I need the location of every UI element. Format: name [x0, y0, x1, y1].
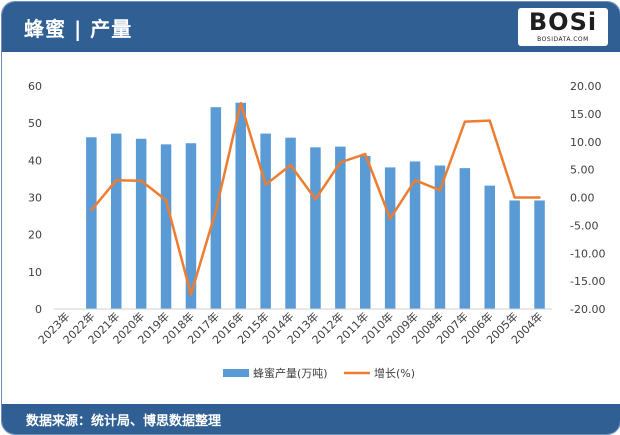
- header-bar: 蜂蜜 | 产量 BOSi BOSIDATA.COM: [2, 2, 620, 52]
- brand-logo: BOSi BOSIDATA.COM: [518, 8, 608, 46]
- bar: [534, 200, 545, 309]
- bar: [111, 133, 122, 309]
- logo-subtext: BOSIDATA.COM: [537, 36, 589, 43]
- y-right-tick-label: 5.00: [570, 164, 595, 177]
- legend-swatch-bar: [223, 369, 249, 377]
- y-left-tick-label: 50: [28, 117, 42, 130]
- growth-point: [488, 119, 491, 122]
- bar: [160, 144, 172, 309]
- y-right-tick-label: 0.00: [570, 192, 595, 205]
- bar: [360, 155, 371, 309]
- growth-point: [139, 179, 143, 182]
- y-left-tick-label: 60: [28, 80, 42, 93]
- bar: [310, 147, 321, 309]
- growth-point: [339, 161, 342, 164]
- growth-point: [264, 183, 267, 186]
- bar: [185, 143, 197, 309]
- growth-point: [314, 197, 317, 201]
- y-left-tick-label: 20: [28, 229, 42, 242]
- chart-legend: 蜂蜜产量(万吨) 增长(%): [223, 366, 415, 380]
- bar: [285, 137, 296, 309]
- growth-point: [189, 293, 193, 296]
- page-title: 蜂蜜 | 产量: [24, 17, 133, 41]
- growth-point: [239, 102, 242, 105]
- bar: [260, 133, 271, 309]
- bar: [384, 167, 396, 309]
- bar: [335, 146, 346, 309]
- bar: [235, 102, 246, 309]
- growth-point: [289, 163, 292, 167]
- bar: [135, 138, 147, 309]
- growth-point: [388, 217, 392, 220]
- bar: [409, 161, 421, 309]
- y-left-tick-label: 40: [28, 154, 42, 167]
- growth-point: [513, 196, 516, 199]
- growth-point: [463, 120, 467, 123]
- y-left-tick-label: 0: [35, 303, 42, 316]
- growth-point: [438, 189, 442, 192]
- growth-point: [538, 196, 541, 199]
- bar: [434, 165, 446, 309]
- growth-point: [214, 209, 218, 213]
- growth-point: [413, 179, 417, 182]
- growth-point: [364, 152, 367, 156]
- y-right-tick-label: -15.00: [570, 275, 605, 288]
- y-right-tick-label: -10.00: [570, 247, 605, 260]
- logo-text: BOSi: [528, 8, 598, 36]
- bar: [484, 185, 495, 309]
- legend-label-line: 增长(%): [374, 366, 415, 380]
- growth-point: [90, 209, 93, 212]
- combo-chart: 0 10 20 30 40 50 60 -20.00 -15.00 -10.00 -5.00 0.0…: [28, 80, 605, 380]
- legend-label-bar: 蜂蜜产量(万吨): [253, 366, 328, 380]
- y-right-tick-label: 15.00: [570, 108, 602, 121]
- y-right-tick-label: 10.00: [570, 136, 602, 149]
- growth-point: [115, 179, 118, 182]
- bar: [509, 200, 520, 309]
- y-right-tick-label: -20.00: [570, 303, 605, 316]
- bar: [459, 168, 471, 309]
- y-right-tick-label: -5.00: [570, 219, 598, 232]
- y-left-tick-label: 10: [28, 266, 42, 279]
- footer-bar: 数据来源：统计局、博思数据整理: [2, 404, 620, 434]
- data-source: 数据来源：统计局、博思数据整理: [26, 414, 222, 429]
- bar: [86, 137, 97, 309]
- growth-point: [164, 199, 168, 202]
- y-right-tick-label: 20.00: [570, 80, 602, 93]
- y-left-tick-label: 30: [28, 192, 42, 205]
